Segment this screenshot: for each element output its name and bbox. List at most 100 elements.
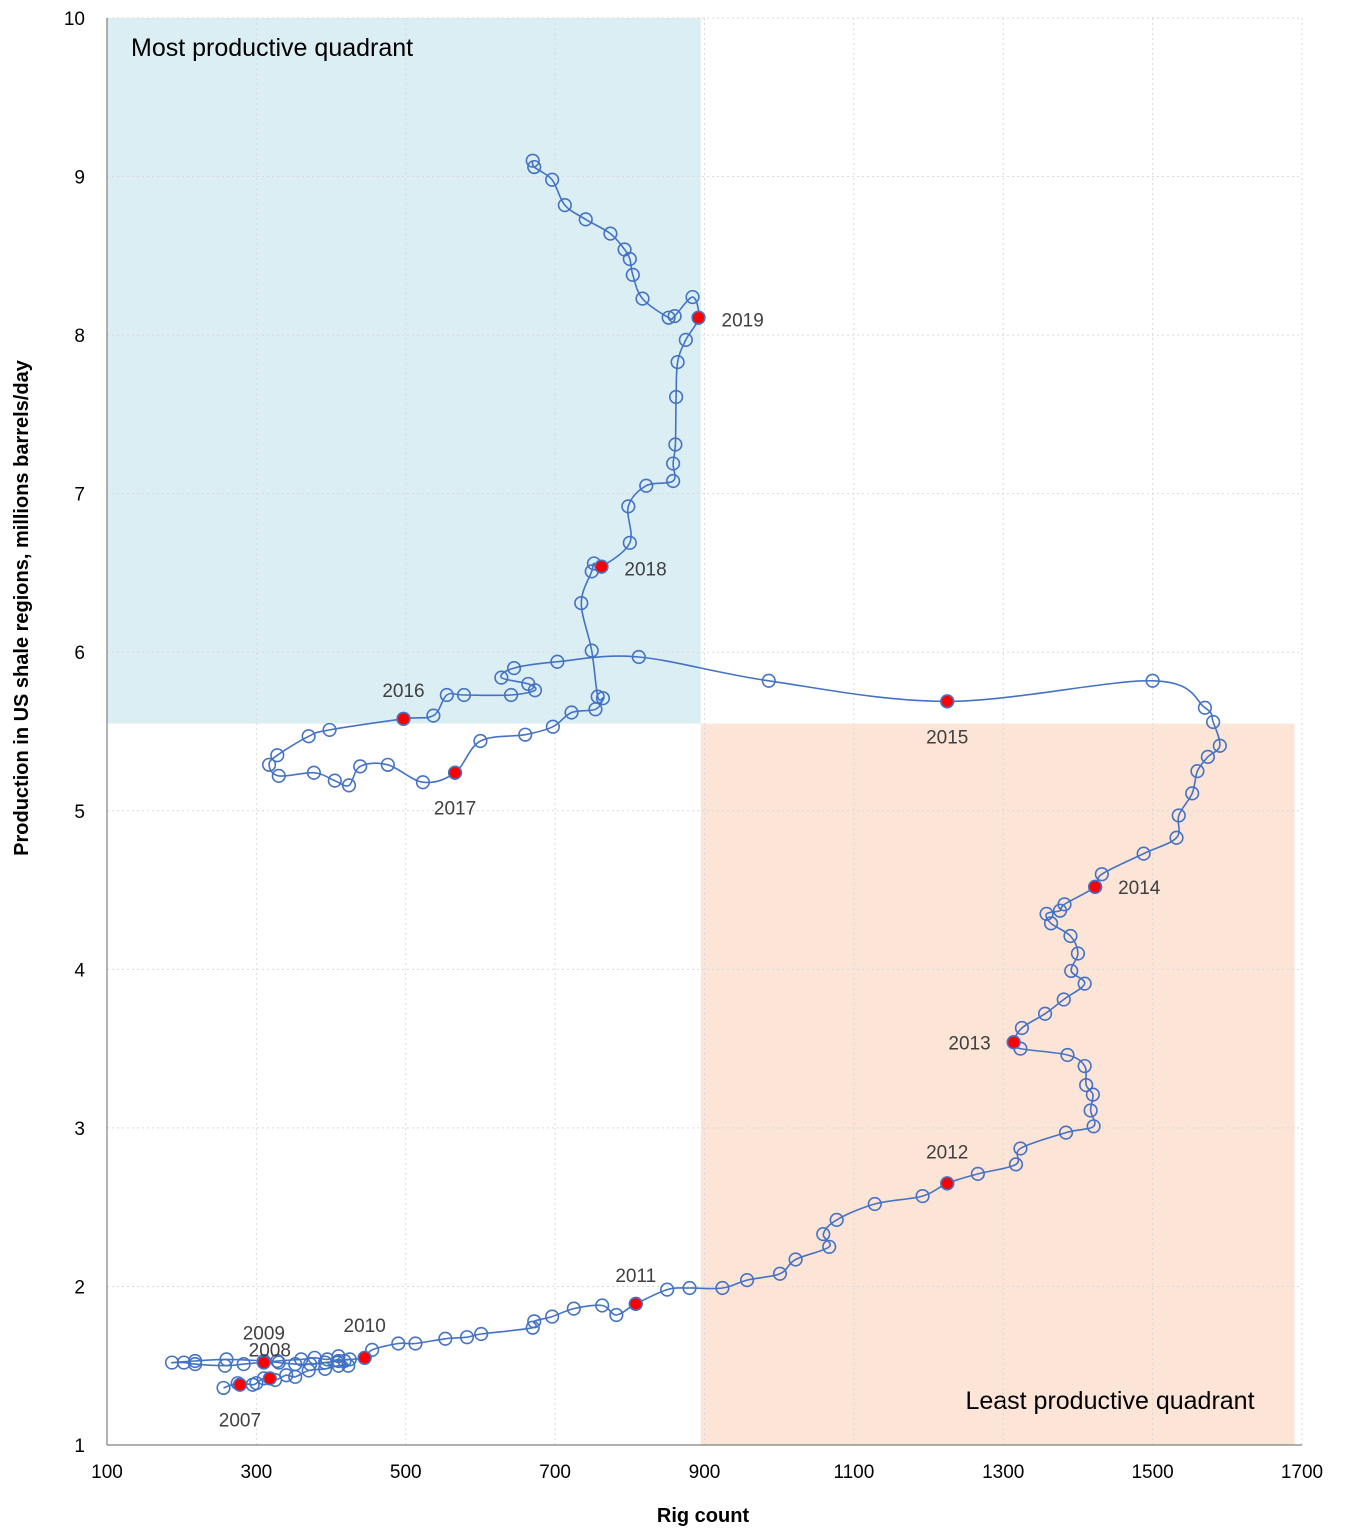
y-axis-title: Production in US shale regions, millions… [11,359,33,856]
data-point [525,153,540,168]
data-point [342,1352,357,1367]
data-point [1039,906,1054,921]
highlight-point-2015 [940,694,955,709]
data-point [1008,1157,1024,1172]
y-tick-label: 4 [74,960,85,981]
data-point [1056,992,1071,1007]
data-point [816,1227,831,1242]
y-tick-label: 2 [74,1277,85,1298]
data-point [527,159,542,175]
data-point [271,1355,286,1370]
data-point [1169,830,1184,845]
y-tick-label: 1 [74,1436,85,1457]
y-tick-label: 6 [74,643,85,664]
data-point [527,683,543,698]
data-point [426,708,441,723]
data-point [525,1320,540,1335]
data-point [970,1166,985,1181]
data-point [545,719,560,734]
data-point [1197,700,1213,715]
data-point [1063,928,1078,944]
data-point [518,727,533,742]
year-label-2014: 2014 [1118,878,1161,899]
highlight-point-2009 [256,1355,271,1370]
data-point [459,1330,475,1345]
data-point [1145,673,1160,688]
quadrant-label: Most productive quadrant [131,34,413,62]
data-point [603,226,618,241]
quadrant-label: Least productive quadrant [965,1387,1254,1415]
y-tick-label: 10 [64,9,85,30]
data-point [188,1353,203,1369]
data-point [639,478,654,493]
data-point [164,1355,180,1370]
data-point [1079,1077,1094,1093]
data-point [1070,946,1086,961]
x-tick-label: 300 [241,1462,273,1483]
data-point [474,1326,489,1342]
data-point [829,1212,844,1227]
data-point [391,1336,406,1351]
data-point [1212,738,1227,753]
y-tick-label: 5 [74,802,85,823]
data-point [301,729,316,744]
data-point [1037,1006,1053,1021]
data-point [341,778,357,793]
data-point [609,1307,624,1323]
data-point [270,1353,285,1369]
data-point [236,1357,251,1372]
most-productive-quadrant [107,18,701,724]
data-point [1077,1058,1092,1074]
year-label-2011: 2011 [615,1266,656,1287]
data-point [772,1266,788,1281]
data-point [635,291,650,306]
data-point [566,1301,581,1316]
data-point [715,1280,730,1296]
highlight-point-2007 [232,1377,248,1392]
data-point [1058,1125,1074,1140]
year-label-2018: 2018 [624,560,666,581]
data-point [1190,764,1205,779]
series-line [171,160,1221,1389]
data-point [625,267,640,282]
highlight-point-2013 [1006,1035,1021,1050]
data-point [1064,963,1079,979]
year-label-2008: 2008 [249,1340,291,1361]
data-point [1185,786,1200,801]
data-point [249,1376,264,1391]
data-point [669,389,684,405]
data-point [306,765,321,780]
x-tick-label: 100 [91,1462,123,1483]
data-point [261,757,277,772]
year-label-2010: 2010 [344,1316,386,1337]
least-productive-quadrant [700,723,1295,1445]
data-point [661,310,676,325]
data-point [584,643,599,658]
highlight-point-2011 [628,1296,643,1311]
data-point [1083,1103,1098,1118]
x-tick-label: 1300 [982,1462,1024,1483]
data-point [288,1357,303,1372]
data-point [353,759,368,774]
data-point [473,733,488,749]
data-point [739,1273,755,1288]
data-point [578,212,593,227]
y-tick-label: 7 [74,485,85,506]
data-point [621,499,636,514]
data-point [380,757,395,772]
year-label-2007: 2007 [219,1411,261,1432]
highlight-point-2018 [594,559,609,574]
data-point [415,775,431,790]
data-point [1085,1087,1100,1102]
data-point [527,1314,542,1329]
axes [106,18,1302,1446]
data-point [270,748,285,763]
data-point [668,437,683,452]
gridlines [107,17,1303,1445]
data-point [279,1368,294,1383]
x-tick-label: 700 [539,1462,571,1483]
highlight-point-2012 [940,1176,955,1191]
data-point [595,1298,610,1313]
